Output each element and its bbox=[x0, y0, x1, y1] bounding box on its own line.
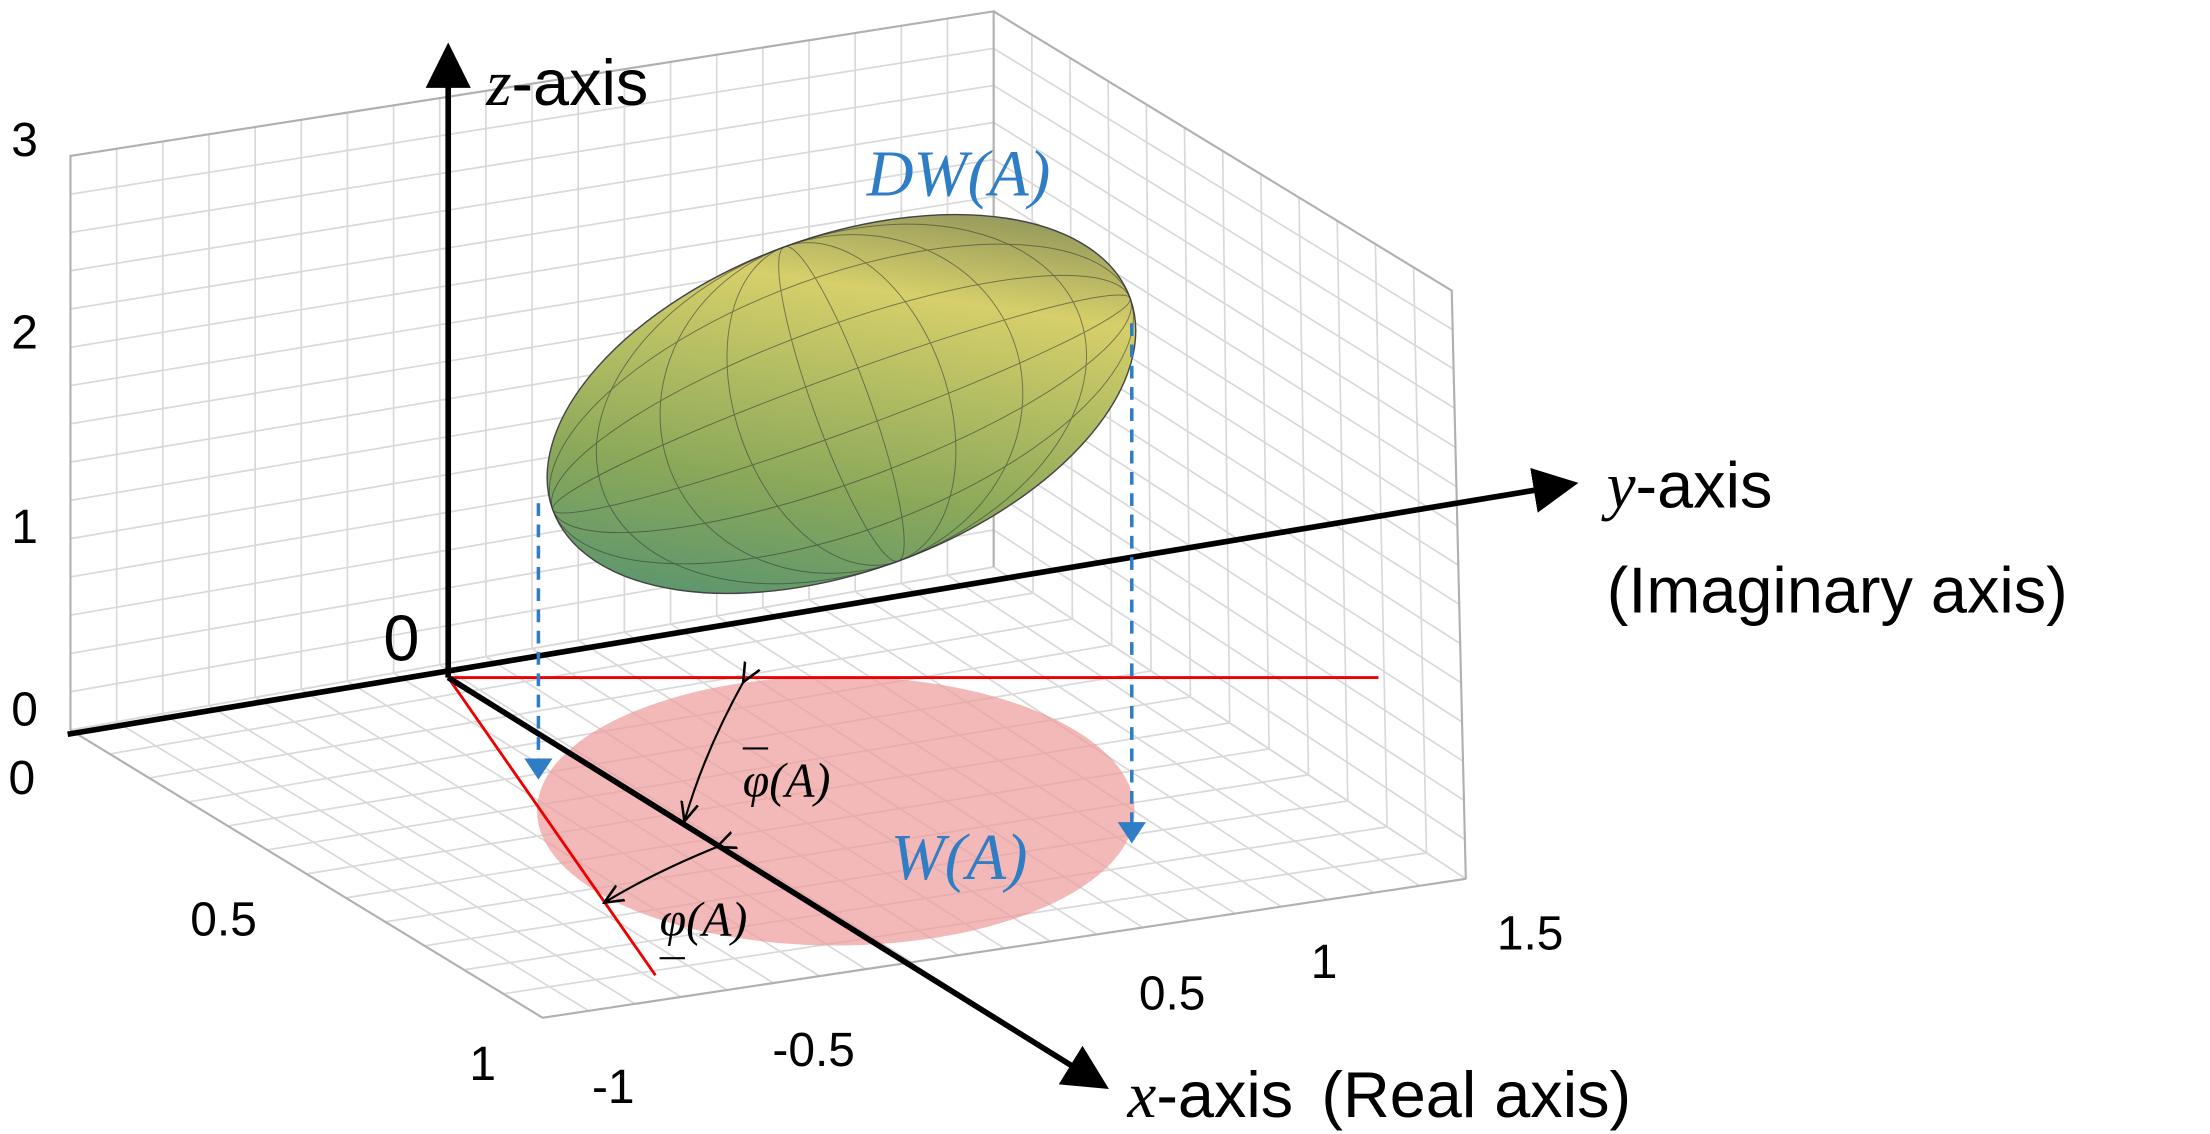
grid-line bbox=[70, 566, 994, 731]
grid-line bbox=[70, 195, 994, 349]
ellipsoid bbox=[546, 213, 1137, 595]
grid-line bbox=[70, 84, 994, 234]
w-region bbox=[536, 676, 1135, 946]
axes bbox=[67, 42, 1579, 1089]
w-label: W(A) bbox=[891, 822, 1028, 894]
grid-line bbox=[993, 529, 1466, 841]
grid-line bbox=[1183, 127, 1192, 697]
grid-line bbox=[993, 455, 1464, 762]
x-axis-label: x-axis (Real axis) bbox=[1127, 1058, 1632, 1132]
origin-label: 0 bbox=[383, 601, 419, 674]
grid-line bbox=[1260, 174, 1270, 749]
grid-line bbox=[1145, 104, 1152, 671]
grid-line bbox=[993, 47, 1454, 331]
tick-label: 0 bbox=[8, 752, 35, 805]
phi-lower-label: φ(A) bbox=[660, 893, 748, 946]
y-axis-label: y-axis bbox=[1601, 448, 1773, 522]
angle-arcs bbox=[606, 680, 744, 901]
tick-label: -0.5 bbox=[772, 1024, 855, 1077]
bound-line bbox=[447, 676, 657, 977]
tick-label: 1 bbox=[469, 1038, 496, 1091]
grid-line bbox=[1221, 150, 1231, 723]
y-axis-note: (Imaginary axis) bbox=[1607, 553, 2068, 626]
tick-label: 1.5 bbox=[1497, 908, 1564, 961]
phi-upper-label: φ(A) bbox=[743, 755, 831, 808]
grid-line bbox=[149, 618, 1073, 779]
tick-label: 1 bbox=[11, 501, 38, 554]
tick-label: 0 bbox=[11, 684, 38, 737]
z-axis-label: z-axis bbox=[485, 46, 648, 120]
projection bbox=[524, 323, 1146, 844]
grid-line bbox=[70, 158, 994, 310]
grid-line bbox=[1374, 244, 1388, 827]
tick-labels: 3 2 1 0 0 0.5 1 -1 -0.5 0.5 1 1.5 bbox=[8, 114, 1563, 1114]
grid-line bbox=[993, 492, 1465, 802]
tick-label: 2 bbox=[11, 307, 38, 360]
grid-line bbox=[1298, 197, 1310, 775]
tick-label: -1 bbox=[592, 1061, 635, 1114]
grid-line bbox=[993, 418, 1463, 723]
grid-line bbox=[993, 84, 1455, 370]
grid-line bbox=[1336, 220, 1349, 801]
grid-line bbox=[993, 121, 1455, 409]
dw-label: DW(A) bbox=[866, 138, 1051, 210]
labels: z-axis y-axis (Imaginary axis) x-axis (Re… bbox=[383, 46, 2067, 1132]
tick-label: 3 bbox=[11, 114, 38, 167]
tick-label: 0.5 bbox=[1139, 967, 1206, 1020]
grid-line bbox=[1412, 267, 1428, 853]
grid-line bbox=[70, 47, 994, 196]
grid-line bbox=[109, 592, 1034, 755]
tick-label: 1 bbox=[1311, 936, 1338, 989]
tick-label: 0.5 bbox=[190, 893, 257, 946]
grid-line bbox=[993, 158, 1456, 449]
grid-line bbox=[70, 121, 994, 272]
